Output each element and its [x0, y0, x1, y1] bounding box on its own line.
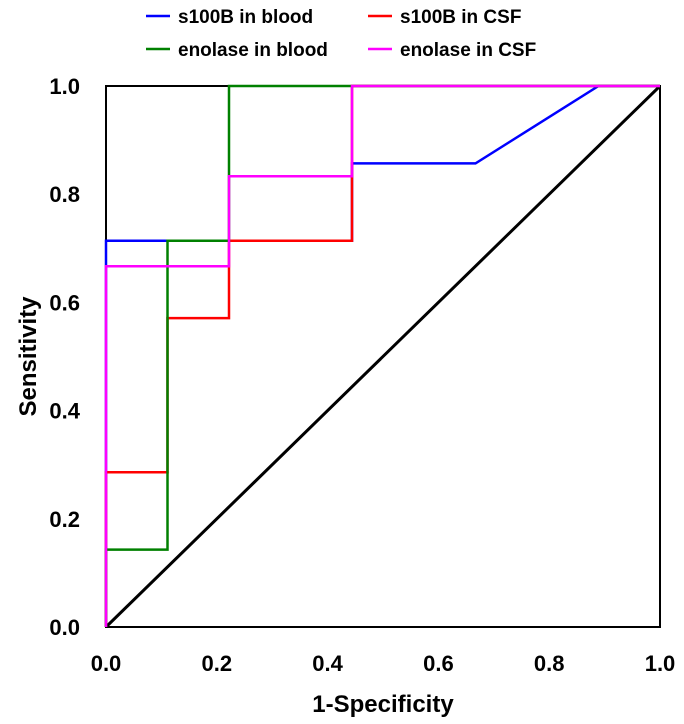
legend-item: enolase in blood: [146, 40, 328, 61]
y-tick-label: 0.4: [49, 399, 80, 424]
series-layer: [104, 84, 662, 629]
y-tick-label: 0.2: [49, 507, 80, 532]
series-line-reference-diagonal: [104, 84, 662, 629]
y-tick-label: 0.6: [49, 290, 80, 315]
x-tick-label: 0.6: [423, 651, 454, 676]
x-axis-ticks: 0.0 0.2 0.4 0.6 0.8 1.0: [91, 651, 676, 676]
y-tick-label: 0.0: [49, 615, 80, 640]
x-tick-label: 1.0: [645, 651, 676, 676]
x-tick-label: 0.0: [91, 651, 122, 676]
x-tick-label: 0.8: [534, 651, 565, 676]
legend-item: s100B in CSF: [368, 7, 521, 28]
y-tick-label: 1.0: [49, 74, 80, 99]
legend-item: s100B in blood: [146, 7, 313, 28]
y-tick-label: 0.8: [49, 182, 80, 207]
series-line-enolase-in-csf: [104, 84, 660, 627]
legend-label: enolase in CSF: [400, 40, 536, 61]
x-axis-title: 1-Specificity: [312, 691, 454, 718]
y-axis-title: Sensitivity: [15, 296, 42, 417]
legend-label: s100B in blood: [178, 7, 313, 28]
x-tick-label: 0.4: [312, 651, 343, 676]
legend-item: enolase in CSF: [368, 40, 536, 61]
y-axis-ticks: 0.0 0.2 0.4 0.6 0.8 1.0: [49, 74, 80, 640]
legend: s100B in blood s100B in CSF enolase in blo…: [146, 7, 536, 61]
legend-label: enolase in blood: [178, 40, 328, 61]
x-tick-label: 0.2: [202, 651, 233, 676]
legend-label: s100B in CSF: [400, 7, 521, 28]
